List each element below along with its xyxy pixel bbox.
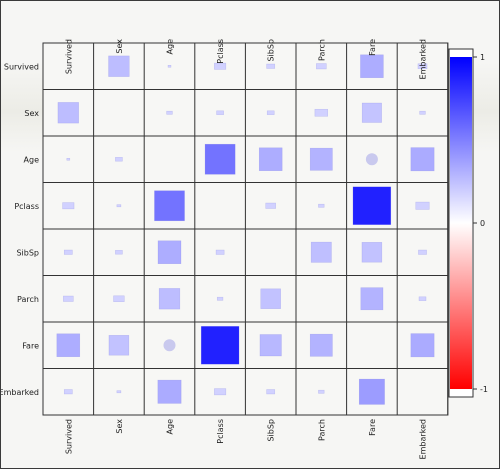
heatmap-cell-Pclass-Survived [62,202,75,210]
heatmap-cell-SibSp-Age [157,240,182,264]
heatmap-cell-Pclass-SibSp [265,202,276,209]
heatmap-cell-Age-SibSp [258,147,283,171]
top-label-Pclass: Pclass [216,39,225,64]
heatmap-cell-Age-Sex [115,157,123,162]
heatmap-cell-Embarked-SibSp [266,389,276,395]
heatmap-cell-Sex-SibSp [266,110,275,115]
heatmap-cell-Parch-SibSp [260,288,281,309]
heatmap-cell-SibSp-Pclass [215,249,225,255]
heatmap-cell-Parch-Survived [63,295,74,302]
heatmap-cell-Parch-Pclass [216,296,224,301]
colorbar-gradient [450,57,472,389]
heatmap-cell-Survived-Fare [360,54,384,78]
heatmap-cell-Age-Fare [365,153,378,166]
heatmap-cell-Parch-Embarked [418,296,427,301]
heatmap-cell-SibSp-Parch [310,241,332,263]
heatmap-cell-SibSp-Embarked [418,249,427,255]
top-label-SibSp: SibSp [267,39,276,62]
heatmap-cell-Survived-Pclass [214,62,227,70]
heatmap-cell-Sex-Parch [314,108,328,117]
heatmap-cell-Fare-Parch [309,333,333,357]
top-label-Parch: Parch [317,39,326,61]
heatmap-cell-Embarked-Fare [358,378,385,405]
heatmap-cell-Pclass-Embarked [415,201,430,210]
bottom-label-Parch: Parch [317,419,326,441]
bottom-label-Fare: Fare [368,419,377,436]
bottom-label-Age: Age [166,419,175,435]
heatmap-cell-Sex-Embarked [419,110,426,115]
bottom-label-Embarked: Embarked [419,419,428,459]
heatmap-cell-Sex-Pclass [216,110,224,115]
heatmap-cell-Embarked-Survived [63,389,73,395]
heatmap-cell-SibSp-Sex [115,250,123,255]
heatmap-cell-Embarked-Parch [318,389,325,394]
heatmap-cell-Fare-Age [163,339,176,352]
heatmap-cell-Age-Embarked [410,147,435,172]
heatmap-cell-Fare-SibSp [259,334,282,357]
heatmap-cell-Sex-Fare [361,102,382,123]
plot-border [42,42,449,416]
heatmap-cell-Survived-Sex [108,55,130,77]
row-label-Embarked: Embarked [1,388,39,397]
row-label-Parch: Parch [17,295,39,304]
top-label-Age: Age [166,39,175,55]
bottom-label-Pclass: Pclass [216,419,225,444]
heatmap-cell-Embarked-Sex [116,390,122,394]
row-label-SibSp: SibSp [16,248,39,257]
heatmap-cell-Parch-Sex [113,295,125,302]
row-label-Sex: Sex [24,109,39,118]
heatmap-cell-Survived-Age [167,65,172,68]
heatmap-cell-Pclass-Parch [318,203,325,208]
heatmap-cell-SibSp-Fare [361,242,383,263]
heatmap-cell-Sex-Survived [57,102,79,124]
heatmap-cell-Survived-Parch [316,63,327,70]
bottom-label-SibSp: SibSp [267,419,276,442]
heatmap-cell-Embarked-Age [157,379,182,404]
bottom-label-Sex: Sex [115,419,124,434]
top-label-Sex: Sex [115,39,124,54]
bottom-label-Survived: Survived [64,419,73,454]
heatmap-cell-Embarked-Pclass [214,388,227,396]
colorbar-tick-label: -1 [480,385,488,394]
heatmap-cell-Survived-SibSp [266,63,276,69]
row-label-Age: Age [24,155,40,164]
heatmap-cell-Fare-Embarked [410,333,435,358]
colorbar-tick-label: 0 [480,219,485,228]
heatmap-cell-Pclass-Fare [352,186,392,225]
heatmap-cell-Sex-Age [166,110,173,115]
heatmap-cell-Age-Survived [66,158,71,161]
heatmap-cell-Pclass-Sex [116,204,122,208]
heatmap-cell-Parch-Age [158,288,181,310]
heatmap-cell-SibSp-Survived [63,249,73,255]
heatmap-cell-Age-Pclass [204,143,236,175]
top-label-Survived: Survived [64,39,73,74]
heatmap-cell-Survived-Embarked [417,63,428,69]
heatmap-cell-Fare-Survived [56,333,81,357]
row-label-Survived: Survived [4,62,39,71]
heatmap-cell-Age-Parch [309,147,333,171]
colorbar-tick-label: 1 [480,53,485,62]
row-label-Fare: Fare [22,341,39,350]
row-label-Pclass: Pclass [14,202,39,211]
top-label-Embarked: Embarked [419,39,428,79]
heatmap-cell-Fare-Pclass [200,326,240,365]
top-label-Fare: Fare [368,39,377,56]
heatmap-cell-Parch-Fare [360,287,384,311]
heatmap-cell-Fare-Sex [108,335,130,356]
heatmap-cell-Pclass-Age [154,190,185,222]
